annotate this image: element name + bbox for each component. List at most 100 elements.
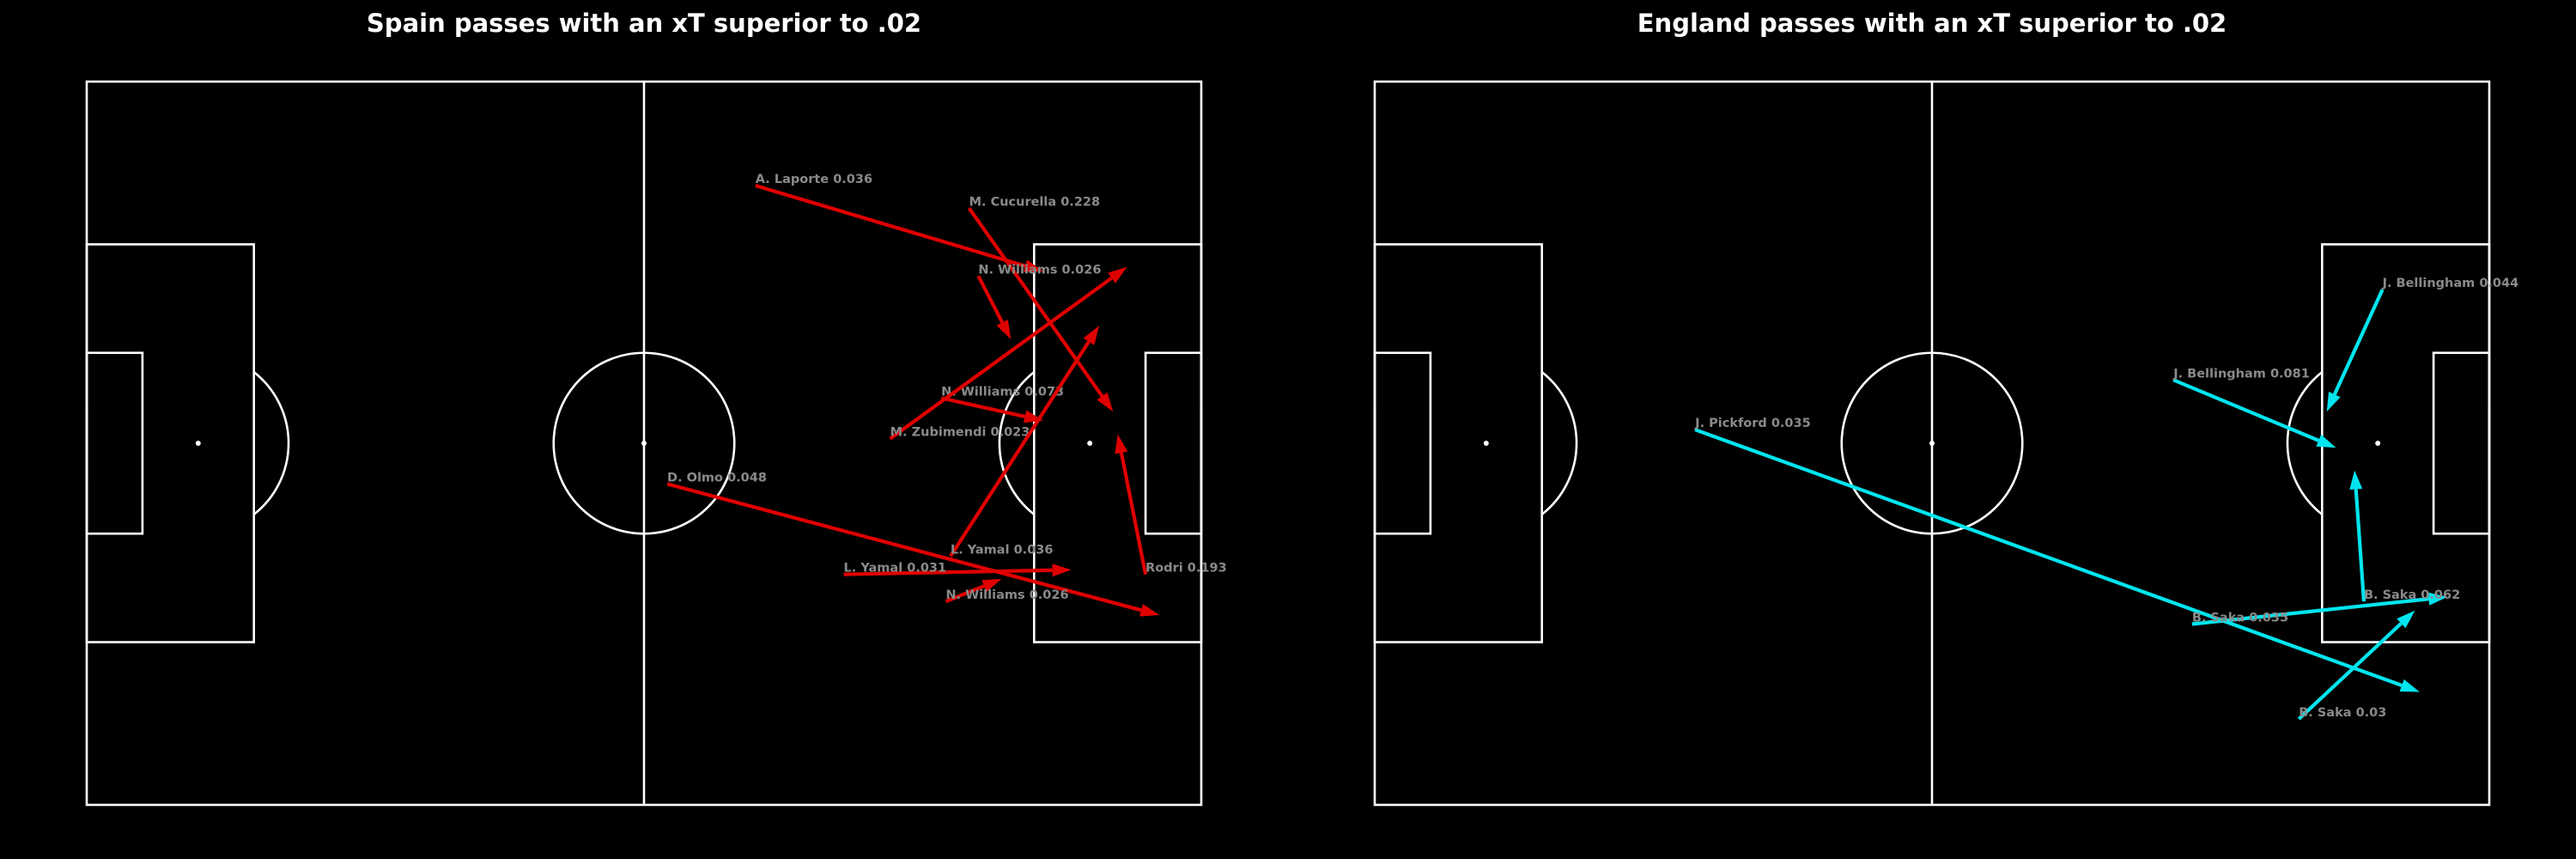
pass-arrow-head xyxy=(981,578,1002,593)
pass-arrow-line xyxy=(1694,428,2403,687)
pass-xt-value: 0.03 xyxy=(2356,706,2387,720)
left-six-yard-box xyxy=(1373,351,1432,535)
pass-player-name: J. Bellingham xyxy=(2172,367,2266,381)
pass-label: D. Olmo 0.048 xyxy=(667,471,767,484)
center-spot xyxy=(1929,441,1935,446)
pass-xt-value: 0.044 xyxy=(2479,277,2518,290)
pass-arrow-line xyxy=(2297,622,2403,721)
right-penalty-arc xyxy=(2286,371,2324,515)
pass-xt-value: 0.031 xyxy=(907,562,946,576)
pass-xt-value: 0.062 xyxy=(2421,588,2460,602)
pass-player-name: J. Pickford xyxy=(1694,417,1767,430)
pass-label: B. Saka 0.03 xyxy=(2299,706,2386,720)
pass-arrow-head xyxy=(996,319,1012,339)
pass-xt-value: 0.026 xyxy=(1030,588,1069,602)
pass-xt-value: 0.228 xyxy=(1060,195,1100,209)
right-six-yard-box xyxy=(1144,351,1203,535)
pass-arrow-head xyxy=(2326,392,2341,412)
pass-label: N. Williams 0.026 xyxy=(946,588,1069,602)
pass-arrow-line xyxy=(2191,597,2429,626)
pass-arrow-line xyxy=(2172,378,2320,442)
pass-xt-value: 0.193 xyxy=(1188,562,1227,576)
left-penalty-spot xyxy=(195,441,201,446)
pass-arrow-line xyxy=(949,340,1091,557)
pass-xt-value: 0.036 xyxy=(833,173,872,186)
england-pass-map: England passes with an xT superior to .0… xyxy=(1373,9,2519,807)
pass-xt-value: 0.026 xyxy=(1062,263,1102,277)
pass-label: J. Bellingham 0.081 xyxy=(2172,367,2310,381)
pass-arrow-line xyxy=(1119,452,1148,576)
pass-player-name: N. Williams xyxy=(946,588,1025,602)
spain-chart-title: Spain passes with an xT superior to .02 xyxy=(367,9,921,38)
pass-player-name: B. Saka xyxy=(2364,588,2416,602)
pass-label: M. Zubimendi 0.023 xyxy=(890,426,1030,440)
center-circle xyxy=(552,351,736,535)
pass-player-name: L. Yamal xyxy=(844,562,903,576)
pass-arrow-line xyxy=(967,207,1104,398)
pass-arrow-line xyxy=(976,275,1005,324)
pass-label: N. Williams 0.026 xyxy=(978,263,1101,277)
left-penalty-box xyxy=(85,243,255,643)
pass-arrow-head xyxy=(1108,266,1127,283)
pass-player-name: M. Cucurella xyxy=(969,195,1057,209)
pass-label: Rodri 0.193 xyxy=(1145,562,1227,576)
pass-arrow-head xyxy=(1083,326,1100,345)
pass-player-name: B. Saka xyxy=(2299,706,2351,720)
pass-xt-value: 0.036 xyxy=(1014,544,1054,557)
spain-pass-map: Spain passes with an xT superior to .02 … xyxy=(85,9,1227,807)
left-penalty-arc xyxy=(1540,371,1578,515)
pass-label: L. Yamal 0.036 xyxy=(951,544,1054,557)
right-six-yard-box xyxy=(2432,351,2491,535)
pass-label: M. Cucurella 0.228 xyxy=(969,195,1101,209)
pass-arrow-head xyxy=(2399,679,2420,692)
pass-xt-value: 0.048 xyxy=(727,471,767,484)
pass-arrow-head xyxy=(2349,470,2363,490)
pass-player-name: N. Williams xyxy=(978,263,1057,277)
pass-player-name: M. Zubimendi xyxy=(890,426,987,440)
pass-arrow-head xyxy=(1139,604,1160,617)
pass-arrow-head xyxy=(1115,434,1128,454)
pass-arrow-head xyxy=(2427,592,2448,606)
right-penalty-box xyxy=(2321,243,2491,643)
left-penalty-spot xyxy=(1483,441,1489,446)
spain-passes: A. Laporte 0.036 M. Cucurella 0.228 N. Wil… xyxy=(666,173,1227,617)
pass-xt-value: 0.035 xyxy=(2249,612,2288,625)
pass-player-name: A. Laporte xyxy=(756,173,829,186)
pass-player-name: B. Saka xyxy=(2192,612,2245,625)
pass-xt-value: 0.035 xyxy=(1771,417,1811,430)
left-penalty-box xyxy=(1373,243,1543,643)
right-penalty-arc xyxy=(998,371,1036,515)
pass-arrow-line xyxy=(666,482,1142,612)
pass-label: J. Bellingham 0.044 xyxy=(2382,277,2519,290)
pass-player-name: D. Olmo xyxy=(667,471,723,484)
pass-xt-value: 0.023 xyxy=(991,426,1030,440)
pass-arrow-line xyxy=(2332,289,2385,396)
right-penalty-spot xyxy=(1087,441,1093,446)
left-penalty-arc xyxy=(252,371,290,515)
left-six-yard-box xyxy=(85,351,144,535)
pass-arrow-head xyxy=(2397,610,2415,629)
pass-arrow-head xyxy=(1023,259,1044,272)
pass-label: B. Saka 0.035 xyxy=(2192,612,2288,625)
pass-label: J. Pickford 0.035 xyxy=(1694,417,1811,430)
pass-xt-value: 0.081 xyxy=(2270,367,2310,381)
pass-label: L. Yamal 0.031 xyxy=(844,562,947,576)
pass-arrow-line xyxy=(755,184,1026,268)
england-chart-title: England passes with an xT superior to .0… xyxy=(1637,9,2227,38)
pass-player-name: J. Bellingham xyxy=(2382,277,2476,290)
pass-player-name: L. Yamal xyxy=(951,544,1010,557)
england-pitch xyxy=(1373,80,2491,807)
pass-arrow-line xyxy=(945,584,985,604)
pass-arrow-head xyxy=(2316,434,2336,448)
pass-player-name: Rodri xyxy=(1145,562,1183,576)
spain-pitch xyxy=(85,80,1203,807)
pass-arrow-line xyxy=(843,568,1053,576)
right-penalty-spot xyxy=(2375,441,2381,446)
pass-arrow-line xyxy=(2354,489,2366,602)
pass-arrow-line xyxy=(889,276,1113,441)
pass-arrow-line xyxy=(940,396,1026,418)
pass-arrow-head xyxy=(1052,564,1072,577)
pass-label: A. Laporte 0.036 xyxy=(756,173,872,186)
